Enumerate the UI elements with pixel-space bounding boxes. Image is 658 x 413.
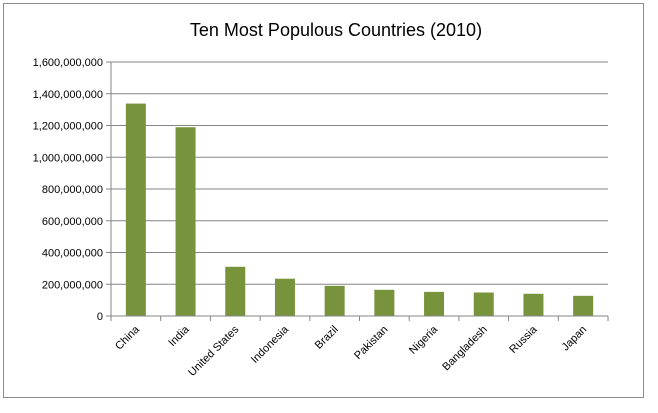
y-tick-label: 1,600,000,000 (33, 57, 103, 69)
x-tick-label: Pakistan (352, 324, 390, 362)
bar (175, 127, 196, 316)
x-tick-label: Japan (560, 324, 590, 354)
bar (523, 293, 544, 316)
y-tick-label: 1,400,000,000 (33, 89, 103, 101)
bar (573, 295, 594, 316)
y-axis-tick-labels: 0 200,000,000 400,000,000 600,000,000 800,00… (33, 57, 103, 323)
y-tick-label: 600,000,000 (42, 216, 103, 228)
y-tick-label: 800,000,000 (42, 184, 103, 196)
x-tick-label: United States (186, 323, 242, 379)
bars (125, 103, 594, 316)
bar (125, 103, 146, 316)
x-tick-label: Brazil (313, 324, 341, 352)
x-tick-label: Nigeria (407, 323, 441, 357)
bar (473, 292, 494, 316)
bar (225, 266, 246, 316)
y-tick-label: 1,200,000,000 (33, 121, 103, 133)
x-tick-label: China (113, 323, 142, 352)
axes (110, 62, 608, 317)
bar (274, 278, 295, 316)
chart-title: Ten Most Populous Countries (2010) (190, 20, 482, 40)
x-tick-label: India (166, 323, 192, 349)
y-tick-label: 200,000,000 (42, 279, 103, 291)
y-tick-label: 0 (97, 311, 103, 323)
x-tick-label: Bangladesh (440, 324, 490, 374)
bar (324, 285, 345, 316)
y-tick-label: 400,000,000 (42, 248, 103, 260)
x-tick-label: Russia (507, 323, 540, 356)
bar (374, 289, 395, 316)
y-tick-label: 1,000,000,000 (33, 152, 103, 164)
bar (424, 291, 445, 316)
chart-frame (3, 3, 644, 398)
x-tick-label: Indonesia (249, 323, 292, 366)
